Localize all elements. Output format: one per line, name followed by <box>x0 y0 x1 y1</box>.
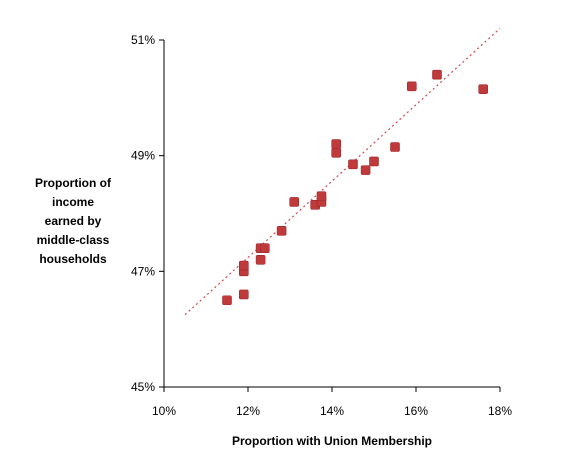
trendline <box>184 27 501 316</box>
data-point <box>331 147 342 158</box>
data-point <box>316 191 327 201</box>
data-point <box>478 84 489 94</box>
data-point <box>432 69 442 80</box>
y-tick-label: 47% <box>131 264 155 278</box>
x-axis-ticks: 10% 12% 14% 16% 18% <box>152 387 512 418</box>
x-tick-label: 18% <box>488 404 512 418</box>
data-point <box>390 142 400 152</box>
y-axis-title-line: households <box>39 252 107 266</box>
data-point <box>348 159 358 170</box>
data-point <box>406 81 417 92</box>
data-point <box>289 197 300 207</box>
data-point <box>331 139 342 149</box>
data-point <box>360 165 371 175</box>
x-tick-label: 14% <box>320 404 344 418</box>
trendline-line <box>184 27 501 316</box>
y-tick-label: 45% <box>131 380 155 394</box>
x-tick-label: 16% <box>404 404 428 418</box>
y-tick-label: 51% <box>131 33 155 47</box>
data-point <box>259 243 270 253</box>
x-tick-label: 10% <box>152 404 176 418</box>
axes <box>163 40 500 388</box>
data-point <box>369 156 379 167</box>
data-point <box>239 260 249 271</box>
data-point <box>255 254 266 265</box>
data-point <box>239 289 249 300</box>
y-axis-title: Proportion of income earned by middle-cl… <box>10 174 136 269</box>
data-point <box>276 226 287 236</box>
y-tick-label: 49% <box>131 149 155 163</box>
y-axis-title-line: earned by <box>44 214 102 228</box>
y-axis-title-line: middle-class <box>36 233 110 247</box>
y-axis-ticks: 45% 47% 49% 51% <box>131 33 164 394</box>
y-axis-title-line: Proportion of <box>35 176 111 190</box>
y-axis-title-line: income <box>51 195 94 209</box>
x-tick-label: 12% <box>236 404 260 418</box>
data-point <box>222 295 232 306</box>
x-axis-title: Proportion with Union Membership <box>232 434 432 448</box>
data-points <box>222 69 489 306</box>
